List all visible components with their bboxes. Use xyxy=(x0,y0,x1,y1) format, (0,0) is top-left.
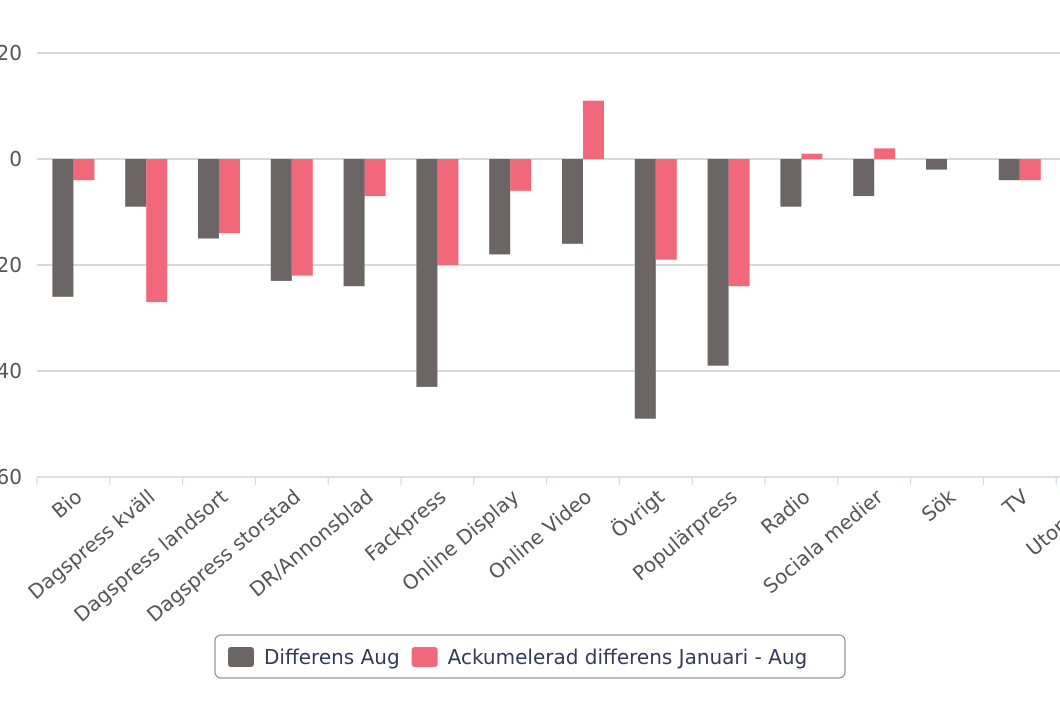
legend-box xyxy=(214,634,846,679)
y-tick-label: -40 xyxy=(0,359,22,383)
bar xyxy=(926,159,947,170)
legend-label: Ackumelerad differens Januari - Aug xyxy=(448,645,808,669)
bar xyxy=(853,159,875,197)
x-tick-label: Sök xyxy=(917,484,961,526)
bar xyxy=(562,159,583,244)
legend-swatch xyxy=(228,647,254,667)
bar xyxy=(707,159,729,366)
bar xyxy=(634,159,656,419)
bar xyxy=(801,153,823,159)
bar xyxy=(510,159,532,191)
x-tick-label: Övrigt xyxy=(606,484,669,542)
bar xyxy=(125,159,147,207)
y-tick-label: 20 xyxy=(0,41,22,65)
x-tick-label: TV xyxy=(997,484,1033,520)
bar xyxy=(489,159,511,255)
x-tick-label: Dagspress kväll xyxy=(23,484,159,604)
legend-swatch xyxy=(411,647,438,667)
bar xyxy=(198,159,219,239)
x-tick-label: Bio xyxy=(47,484,87,523)
bar xyxy=(364,159,386,197)
bar xyxy=(343,159,365,287)
bar xyxy=(416,159,438,387)
y-tick-label: -60 xyxy=(0,465,22,489)
x-tick-label: Sociala medier xyxy=(758,484,888,598)
bar xyxy=(655,159,677,260)
bar xyxy=(146,159,168,303)
y-tick-label: -20 xyxy=(0,253,22,277)
bar xyxy=(1019,159,1041,181)
bar xyxy=(780,159,802,207)
x-tick-label: DR/Annonsblad xyxy=(245,484,378,601)
bar xyxy=(73,159,95,181)
x-tick-label: Radio xyxy=(756,484,814,539)
bar xyxy=(728,159,750,287)
bar xyxy=(437,159,459,265)
x-tick-label: Utomhus xyxy=(1021,484,1060,560)
legend-label: Differens Aug xyxy=(264,645,400,669)
grid xyxy=(36,52,1060,485)
legend: Differens Aug Ackumelerad differens Janua… xyxy=(228,645,807,669)
bar xyxy=(874,148,896,159)
bar xyxy=(270,159,292,281)
bar xyxy=(52,159,74,297)
bar xyxy=(219,159,240,234)
bar xyxy=(291,159,313,276)
bar xyxy=(583,100,604,159)
y-tick-label: 0 xyxy=(9,147,22,171)
bar xyxy=(998,159,1020,181)
bars xyxy=(52,100,1041,419)
